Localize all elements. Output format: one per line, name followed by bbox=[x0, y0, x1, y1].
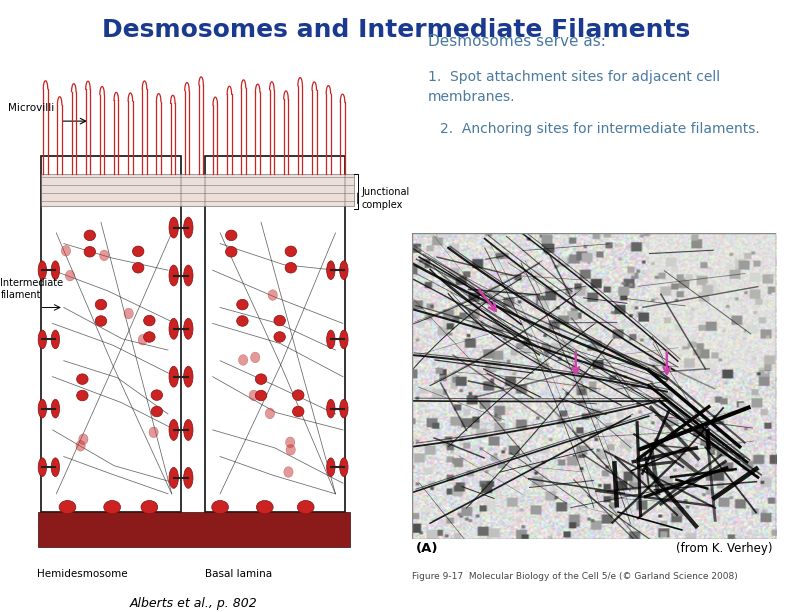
Ellipse shape bbox=[184, 468, 193, 488]
Ellipse shape bbox=[149, 427, 158, 438]
Ellipse shape bbox=[292, 406, 304, 417]
Text: Alberts et al., p. 802: Alberts et al., p. 802 bbox=[130, 597, 258, 610]
Ellipse shape bbox=[274, 315, 285, 326]
Text: Figure 9-17  Molecular Biology of the Cell 5/e (© Garland Science 2008): Figure 9-17 Molecular Biology of the Cel… bbox=[412, 572, 737, 581]
Ellipse shape bbox=[211, 501, 228, 514]
Ellipse shape bbox=[250, 352, 260, 363]
Ellipse shape bbox=[38, 399, 47, 418]
Ellipse shape bbox=[169, 217, 178, 238]
Ellipse shape bbox=[340, 330, 348, 349]
Ellipse shape bbox=[268, 289, 277, 300]
Ellipse shape bbox=[297, 501, 314, 514]
Ellipse shape bbox=[169, 318, 178, 339]
Ellipse shape bbox=[38, 458, 47, 477]
Ellipse shape bbox=[326, 330, 335, 349]
Ellipse shape bbox=[51, 399, 59, 418]
Text: Hemidesmosome: Hemidesmosome bbox=[37, 569, 128, 579]
Ellipse shape bbox=[340, 399, 348, 418]
Ellipse shape bbox=[77, 374, 88, 384]
Ellipse shape bbox=[66, 271, 74, 281]
Bar bbox=[41, 174, 354, 206]
Ellipse shape bbox=[292, 390, 304, 400]
Ellipse shape bbox=[184, 419, 193, 441]
Text: (from K. Verhey): (from K. Verhey) bbox=[676, 542, 772, 554]
Ellipse shape bbox=[51, 330, 59, 349]
Ellipse shape bbox=[151, 406, 162, 417]
Ellipse shape bbox=[340, 261, 348, 280]
Ellipse shape bbox=[78, 434, 88, 444]
Ellipse shape bbox=[84, 247, 96, 257]
Ellipse shape bbox=[285, 246, 296, 256]
Ellipse shape bbox=[95, 316, 107, 326]
Ellipse shape bbox=[340, 458, 348, 477]
Ellipse shape bbox=[77, 390, 88, 401]
Ellipse shape bbox=[51, 458, 59, 477]
Ellipse shape bbox=[132, 263, 144, 273]
Text: Desmosomes serve as:: Desmosomes serve as: bbox=[428, 34, 606, 49]
FancyBboxPatch shape bbox=[41, 155, 181, 512]
Ellipse shape bbox=[143, 315, 155, 326]
Ellipse shape bbox=[51, 261, 59, 280]
Ellipse shape bbox=[95, 299, 107, 310]
Ellipse shape bbox=[59, 501, 76, 514]
Ellipse shape bbox=[285, 263, 296, 273]
Ellipse shape bbox=[184, 318, 193, 339]
Text: Desmosomes and Intermediate Filaments: Desmosomes and Intermediate Filaments bbox=[102, 18, 690, 42]
Ellipse shape bbox=[326, 458, 335, 477]
Ellipse shape bbox=[38, 261, 47, 280]
Ellipse shape bbox=[226, 247, 237, 257]
Ellipse shape bbox=[100, 250, 109, 261]
Ellipse shape bbox=[132, 246, 144, 256]
Ellipse shape bbox=[104, 501, 120, 514]
Text: Junctional
complex: Junctional complex bbox=[361, 187, 409, 209]
Ellipse shape bbox=[286, 437, 295, 447]
Bar bbox=[649, 233, 776, 370]
Ellipse shape bbox=[226, 230, 237, 241]
Ellipse shape bbox=[286, 444, 295, 455]
Text: 2.  Anchoring sites for intermediate filaments.: 2. Anchoring sites for intermediate fila… bbox=[440, 122, 760, 136]
FancyBboxPatch shape bbox=[205, 155, 345, 512]
Ellipse shape bbox=[76, 441, 86, 451]
Ellipse shape bbox=[237, 316, 248, 326]
Bar bbox=[38, 512, 350, 547]
Ellipse shape bbox=[124, 308, 133, 319]
Ellipse shape bbox=[38, 330, 47, 349]
Ellipse shape bbox=[169, 468, 178, 488]
Ellipse shape bbox=[284, 467, 293, 477]
Ellipse shape bbox=[141, 501, 158, 514]
Ellipse shape bbox=[169, 419, 178, 441]
Ellipse shape bbox=[274, 332, 285, 342]
Ellipse shape bbox=[84, 230, 96, 241]
Text: Microvilli: Microvilli bbox=[8, 103, 54, 113]
Ellipse shape bbox=[151, 390, 162, 400]
Ellipse shape bbox=[184, 217, 193, 238]
Ellipse shape bbox=[61, 245, 70, 256]
Ellipse shape bbox=[326, 399, 335, 418]
Ellipse shape bbox=[255, 374, 267, 384]
Ellipse shape bbox=[249, 390, 258, 401]
Text: Basal lamina: Basal lamina bbox=[205, 569, 272, 579]
Ellipse shape bbox=[169, 265, 178, 286]
Ellipse shape bbox=[138, 334, 147, 345]
Text: Intermediate
filament: Intermediate filament bbox=[1, 278, 63, 300]
Ellipse shape bbox=[265, 408, 275, 419]
Text: (A): (A) bbox=[416, 542, 438, 554]
Ellipse shape bbox=[169, 366, 178, 387]
Ellipse shape bbox=[237, 299, 248, 310]
Ellipse shape bbox=[184, 366, 193, 387]
Ellipse shape bbox=[257, 501, 273, 514]
Ellipse shape bbox=[255, 390, 267, 401]
Ellipse shape bbox=[238, 354, 248, 365]
Text: 1.  Spot attachment sites for adjacent cell
membranes.: 1. Spot attachment sites for adjacent ce… bbox=[428, 70, 720, 104]
Ellipse shape bbox=[184, 265, 193, 286]
Ellipse shape bbox=[143, 332, 155, 342]
Ellipse shape bbox=[326, 261, 335, 280]
